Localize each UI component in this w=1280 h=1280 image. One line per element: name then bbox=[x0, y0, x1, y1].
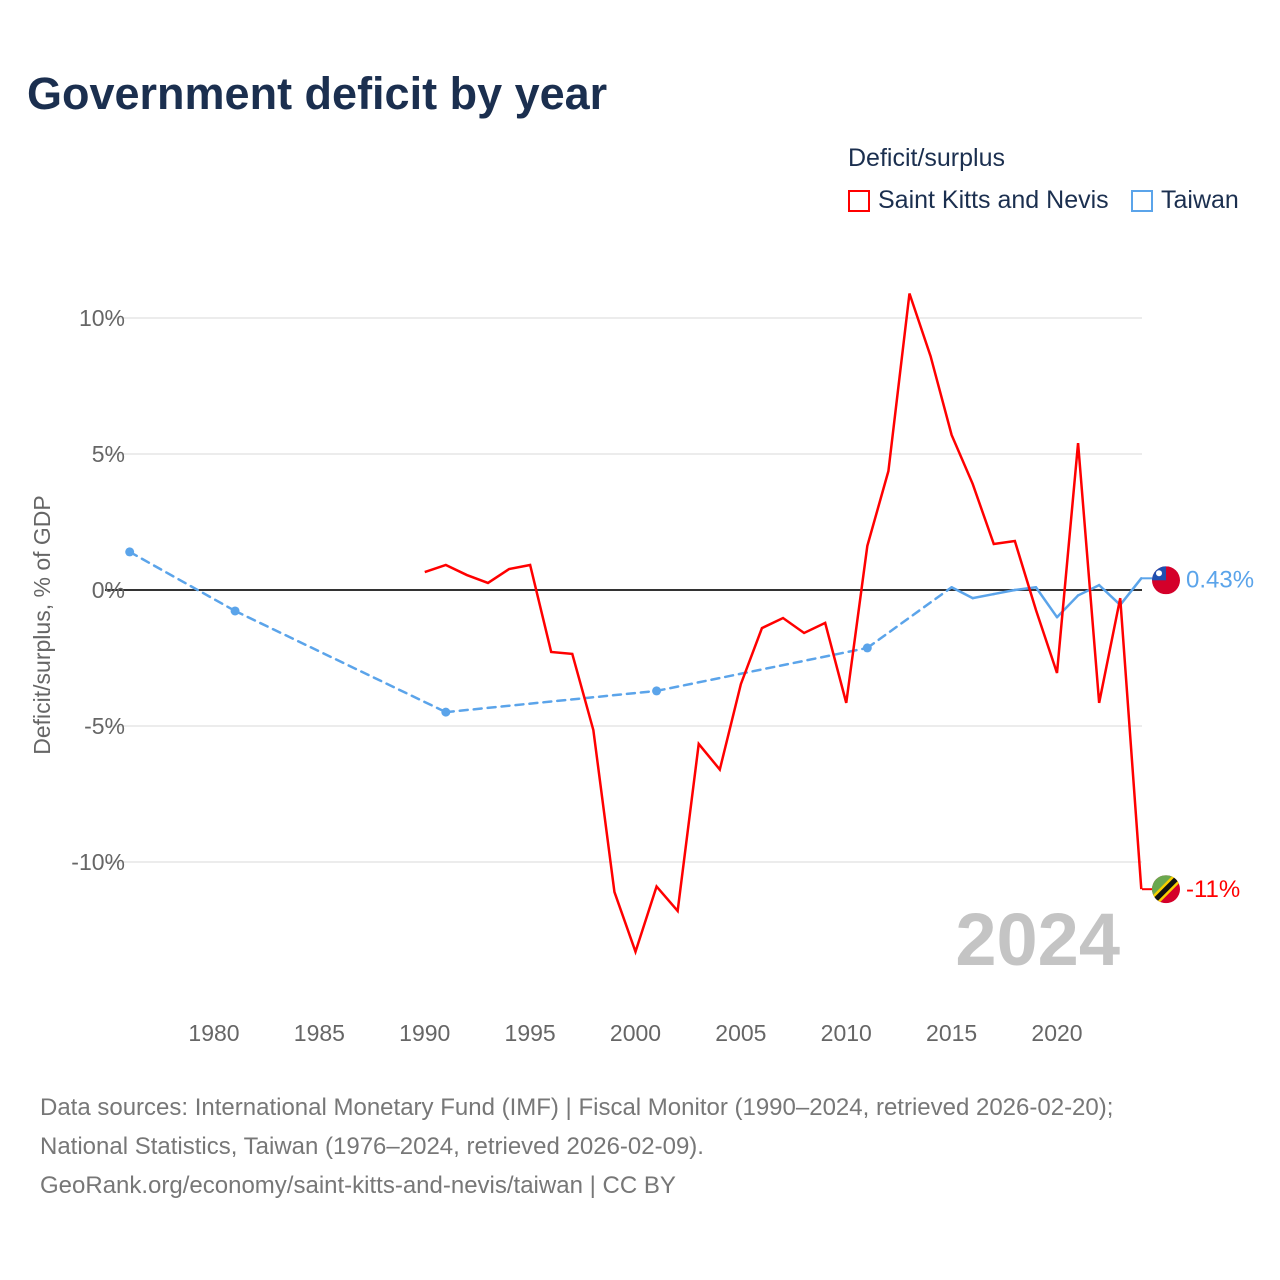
flag bbox=[1152, 875, 1180, 904]
x-tick-label: 1990 bbox=[399, 1020, 450, 1046]
legend-title: Deficit/surplus bbox=[848, 144, 1005, 172]
flag-sun bbox=[1156, 570, 1162, 577]
legend-swatch bbox=[1131, 189, 1153, 212]
taiwan-line-segment bbox=[1118, 577, 1143, 607]
taiwan-flag-icon bbox=[1152, 566, 1180, 595]
taiwan-data-point bbox=[230, 606, 240, 616]
taiwan-line-segment bbox=[1013, 586, 1038, 592]
saint-kitts-and-nevis-end-label: -11% bbox=[1186, 876, 1240, 903]
x-tick-label: 2020 bbox=[1031, 1020, 1082, 1046]
chart-title: Government deficit by year bbox=[27, 68, 608, 119]
y-tick-label: 5% bbox=[92, 441, 125, 467]
x-tick-label: 2010 bbox=[821, 1020, 872, 1046]
taiwan-line-segment bbox=[128, 550, 237, 613]
x-tick-label: 1995 bbox=[505, 1020, 556, 1046]
taiwan-line-segment bbox=[1055, 594, 1080, 619]
flag bbox=[1152, 566, 1180, 595]
y-tick-label: 10% bbox=[79, 305, 125, 331]
taiwan-line-segment bbox=[1034, 586, 1059, 619]
legend-item-taiwan[interactable]: Taiwan bbox=[1131, 186, 1239, 215]
taiwan-line-segment bbox=[866, 586, 953, 650]
taiwan-line-segment bbox=[444, 689, 658, 714]
legend-label: Taiwan bbox=[1161, 186, 1239, 214]
data-source-note: Data sources: International Monetary Fun… bbox=[40, 1088, 1113, 1205]
taiwan-line-segment bbox=[233, 609, 448, 714]
y-tick-label: -5% bbox=[84, 713, 125, 739]
source-line: National Statistics, Taiwan (1976–2024, … bbox=[40, 1133, 704, 1160]
legend-swatch bbox=[848, 189, 870, 212]
source-line: Data sources: International Monetary Fun… bbox=[40, 1094, 1114, 1121]
taiwan-data-point bbox=[125, 547, 135, 557]
x-tick-label: 1980 bbox=[188, 1020, 239, 1046]
taiwan-line-segment bbox=[655, 646, 869, 693]
x-tick-label: 1985 bbox=[294, 1020, 345, 1046]
saint-kitts-and-nevis-line bbox=[424, 293, 1143, 956]
x-tick-label: 2015 bbox=[926, 1020, 977, 1046]
legend-item-saint-kitts-and-nevis[interactable]: Saint Kitts and Nevis bbox=[848, 186, 1109, 215]
taiwan-data-point bbox=[652, 686, 662, 696]
y-axis-label: Deficit/surplus, % of GDP bbox=[29, 495, 55, 754]
taiwan-line-segment bbox=[1076, 583, 1101, 597]
y-tick-label: -10% bbox=[71, 849, 125, 875]
taiwan-line-segment bbox=[992, 588, 1017, 596]
year-watermark: 2024 bbox=[955, 898, 1120, 981]
taiwan-data-point bbox=[862, 643, 872, 653]
y-tick-label: 0% bbox=[92, 577, 125, 603]
taiwan-line-segment bbox=[1097, 583, 1122, 607]
taiwan-data-point bbox=[441, 707, 451, 717]
taiwan-end-label: 0.43% bbox=[1186, 566, 1254, 593]
legend-label: Saint Kitts and Nevis bbox=[878, 186, 1109, 214]
source-line[interactable]: GeoRank.org/economy/saint-kitts-and-nevi… bbox=[40, 1172, 676, 1199]
x-tick-label: 2005 bbox=[715, 1020, 766, 1046]
taiwan-line-segment bbox=[971, 592, 996, 600]
saint-kitts-and-nevis-flag-icon bbox=[1152, 875, 1180, 904]
x-tick-label: 2000 bbox=[610, 1020, 661, 1046]
taiwan-line-segment bbox=[950, 586, 974, 600]
